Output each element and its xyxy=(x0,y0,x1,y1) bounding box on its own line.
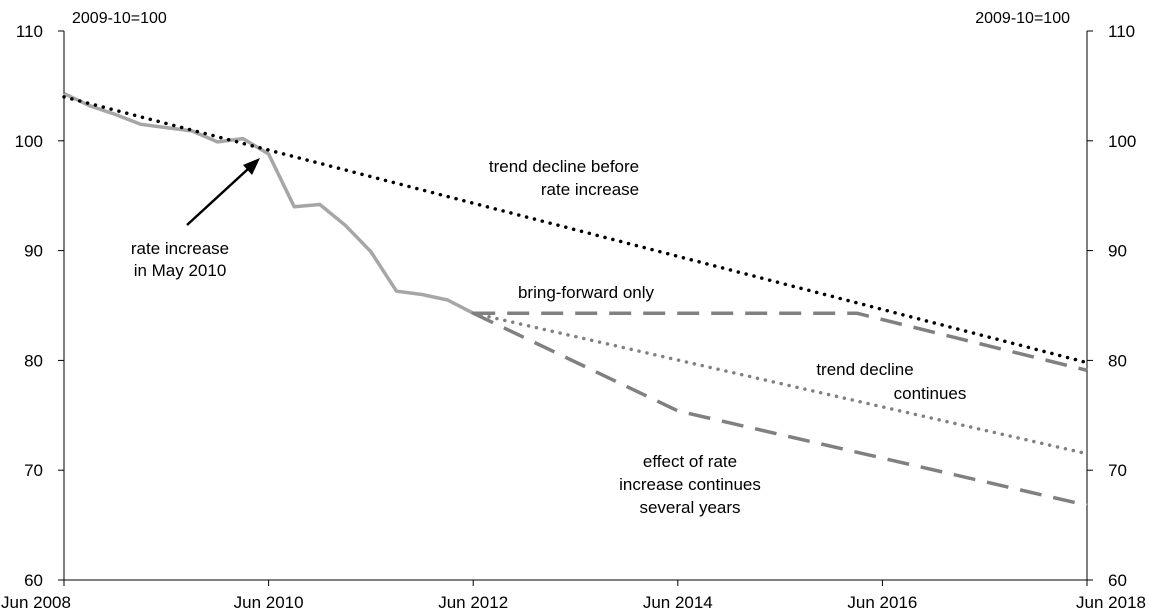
series-line-bring-forward xyxy=(473,311,1088,372)
annotation-effect-line2: increase continues xyxy=(619,475,761,494)
right-axis-unit-label: 2009-10=100 xyxy=(975,10,1070,27)
right-y-tick-label: 110 xyxy=(1108,22,1135,41)
x-tick-label: Jun 2010 xyxy=(234,593,304,612)
series-layer xyxy=(62,92,1089,508)
x-tick-label: Jun 2016 xyxy=(847,593,917,612)
x-tick-label: Jun 2008 xyxy=(1,593,71,612)
annotation-effect-line1: effect of rate xyxy=(643,452,737,471)
series-line-trend-before xyxy=(62,95,1089,365)
left-y-tick-label: 80 xyxy=(24,351,43,370)
annotation-rate-increase-line2: in May 2010 xyxy=(134,261,227,280)
left-y-tick-label: 110 xyxy=(16,22,43,41)
left-axis-unit-label: 2009-10=100 xyxy=(72,10,167,27)
series-line-trend-continues xyxy=(471,311,1089,456)
annotation-bring-forward: bring-forward only xyxy=(518,283,655,302)
right-y-tick-label: 60 xyxy=(1108,571,1127,590)
annotations: trend decline before rate increase rate … xyxy=(131,157,967,517)
annotation-arrow xyxy=(186,168,249,226)
x-tick-label: Jun 2012 xyxy=(438,593,508,612)
annotation-trend-continues-line1: trend decline xyxy=(816,360,913,379)
annotation-trend-continues-line2: continues xyxy=(894,384,967,403)
left-y-tick-label: 100 xyxy=(15,132,43,151)
left-y-tick-label: 90 xyxy=(24,242,43,261)
series-line-actual xyxy=(63,92,475,315)
annotation-trend-before-line1: trend decline before xyxy=(489,157,639,176)
annotation-trend-before-line2: rate increase xyxy=(541,180,639,199)
annotation-effect-line3: several years xyxy=(639,498,740,517)
axes: 60 60 70 70 80 80 90 90 100 100 110 110 Jun 2008 Jun … xyxy=(1,22,1146,612)
series-line-effect-continues xyxy=(472,311,1088,508)
right-y-tick-label: 100 xyxy=(1108,132,1136,151)
right-y-tick-label: 90 xyxy=(1108,242,1127,261)
right-y-tick-label: 70 xyxy=(1108,461,1127,480)
x-tick-label: Jun 2018 xyxy=(1076,593,1146,612)
annotation-arrowhead xyxy=(243,158,260,175)
annotation-rate-increase-line1: rate increase xyxy=(131,239,229,258)
left-y-tick-label: 70 xyxy=(24,461,43,480)
right-y-tick-label: 80 xyxy=(1108,351,1127,370)
left-y-tick-label: 60 xyxy=(24,571,43,590)
x-tick-label: Jun 2014 xyxy=(643,593,713,612)
